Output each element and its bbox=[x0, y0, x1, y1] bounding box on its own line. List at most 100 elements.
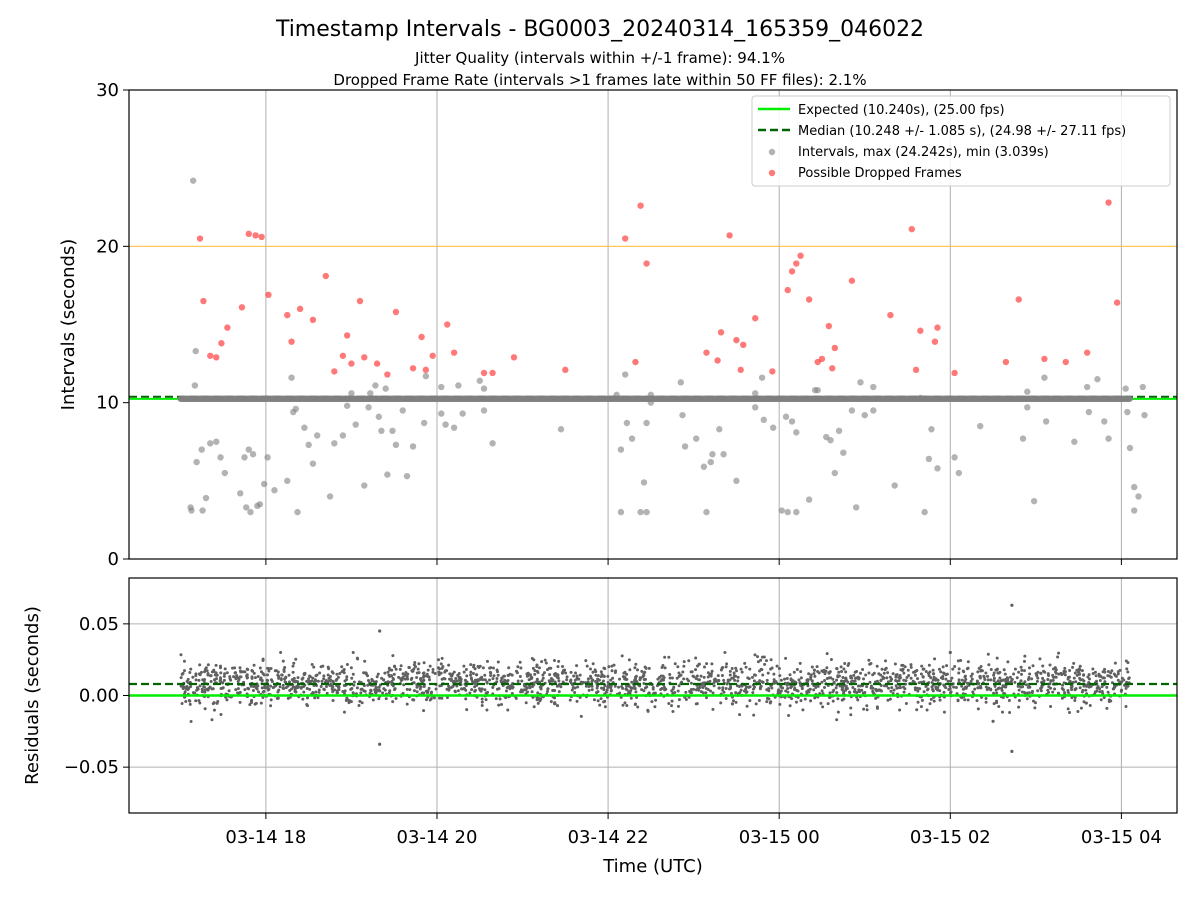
residual-point bbox=[203, 670, 207, 674]
interval-point bbox=[438, 410, 445, 417]
residual-point bbox=[391, 654, 395, 658]
interval-point bbox=[365, 404, 372, 411]
residual-point bbox=[784, 656, 788, 660]
dropped-frame-point bbox=[714, 357, 721, 364]
residual-point bbox=[387, 691, 391, 695]
residual-point bbox=[1107, 700, 1111, 704]
residual-point bbox=[1105, 685, 1109, 689]
residual-point bbox=[1024, 683, 1028, 687]
residual-point bbox=[1020, 672, 1023, 676]
residual-point bbox=[819, 701, 823, 705]
residual-point bbox=[541, 673, 545, 677]
residual-point bbox=[528, 673, 532, 677]
interval-point bbox=[707, 458, 714, 466]
residual-point bbox=[694, 677, 698, 681]
residual-point bbox=[578, 673, 582, 677]
residual-point bbox=[384, 697, 388, 701]
residual-point bbox=[992, 702, 996, 706]
residual-point bbox=[293, 689, 297, 693]
residual-point bbox=[654, 698, 658, 702]
residual-point bbox=[960, 684, 964, 688]
residual-point bbox=[720, 666, 724, 670]
residual-point bbox=[1038, 657, 1042, 661]
residual-point bbox=[485, 680, 489, 684]
residual-point bbox=[1070, 696, 1074, 700]
residual-point bbox=[916, 677, 920, 681]
residual-point bbox=[281, 683, 285, 687]
residuals-axes-frame bbox=[128, 577, 1178, 814]
residual-point bbox=[427, 675, 431, 679]
interval-point bbox=[192, 347, 199, 355]
residual-point bbox=[609, 678, 613, 682]
residual-point bbox=[1078, 686, 1082, 690]
interval-point bbox=[613, 391, 620, 399]
residual-point bbox=[996, 671, 1000, 675]
residual-point bbox=[322, 687, 326, 691]
residual-point bbox=[421, 671, 425, 675]
interval-point bbox=[720, 451, 727, 458]
residual-point bbox=[344, 698, 348, 702]
residual-point bbox=[308, 687, 312, 691]
residual-point bbox=[528, 685, 532, 689]
residual-point bbox=[198, 663, 202, 667]
dropped-frame-point bbox=[510, 354, 518, 361]
dropped-frame-point bbox=[489, 369, 496, 377]
interval-point bbox=[928, 426, 935, 433]
interval-point bbox=[679, 411, 686, 419]
interval-point bbox=[249, 451, 257, 458]
residual-point bbox=[494, 697, 498, 701]
residual-point bbox=[1042, 669, 1046, 673]
interval-point bbox=[343, 402, 351, 409]
interval-point bbox=[476, 377, 483, 384]
residual-point bbox=[511, 686, 515, 690]
residual-point bbox=[506, 708, 510, 712]
residual-point bbox=[587, 688, 591, 692]
residual-point bbox=[445, 696, 449, 700]
residual-point bbox=[627, 658, 631, 662]
residual-point bbox=[342, 710, 346, 714]
dropped-frame-point bbox=[258, 233, 265, 241]
residual-point bbox=[625, 703, 629, 707]
residual-point bbox=[874, 696, 878, 700]
residual-point bbox=[394, 697, 398, 701]
residual-point bbox=[841, 676, 845, 680]
interval-point bbox=[1019, 435, 1027, 442]
interval-point bbox=[1124, 408, 1131, 416]
residual-point bbox=[498, 697, 502, 701]
residual-point bbox=[452, 670, 456, 674]
residual-point bbox=[468, 691, 472, 695]
interval-point bbox=[207, 440, 214, 447]
residual-point bbox=[929, 676, 933, 680]
residual-point bbox=[345, 675, 349, 679]
residual-point bbox=[1000, 710, 1004, 714]
residual-point bbox=[267, 667, 271, 671]
residual-point bbox=[875, 664, 879, 668]
residual-point bbox=[952, 685, 956, 689]
residual-point bbox=[197, 678, 201, 682]
residual-point bbox=[189, 719, 193, 723]
residual-point bbox=[480, 697, 484, 701]
residual-point bbox=[610, 664, 614, 668]
residual-point bbox=[602, 688, 606, 692]
residual-point bbox=[392, 672, 396, 676]
residual-point bbox=[844, 686, 848, 690]
residual-point bbox=[296, 676, 300, 680]
residual-point bbox=[606, 674, 610, 678]
residual-point bbox=[976, 670, 980, 674]
intervals-ylabel: Intervals (seconds) bbox=[58, 239, 79, 411]
residual-point bbox=[183, 669, 187, 673]
residual-point bbox=[731, 699, 735, 703]
intervals-reference-lines bbox=[129, 245, 1177, 400]
residual-point bbox=[753, 673, 756, 677]
residual-point bbox=[180, 672, 184, 676]
interval-point bbox=[1135, 493, 1142, 500]
residual-point bbox=[1098, 687, 1102, 691]
residual-point bbox=[759, 685, 763, 689]
residual-point bbox=[823, 678, 827, 682]
residual-point bbox=[334, 678, 338, 682]
residual-point bbox=[860, 688, 864, 692]
residual-point bbox=[524, 701, 528, 705]
residual-point bbox=[497, 703, 501, 707]
residual-point bbox=[839, 679, 843, 683]
residual-point bbox=[1124, 686, 1128, 690]
